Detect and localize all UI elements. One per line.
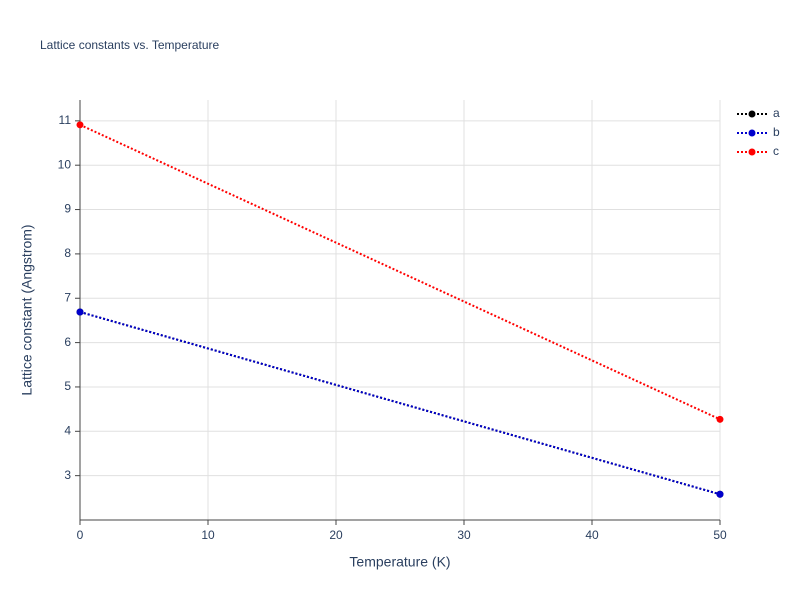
x-tick-label: 50	[713, 528, 727, 542]
y-tick-label: 7	[64, 290, 71, 304]
legend-label: b	[773, 125, 780, 139]
x-tick-label: 0	[77, 528, 84, 542]
series-line	[79, 311, 721, 496]
y-tick-label: 8	[64, 246, 71, 260]
legend-marker	[748, 148, 756, 156]
point	[716, 415, 724, 423]
point	[76, 121, 84, 129]
y-tick-label: 6	[64, 335, 71, 349]
series-line	[79, 123, 721, 421]
y-tick-label: 11	[59, 113, 72, 127]
x-tick-label: 30	[457, 528, 471, 542]
legend-label: c	[773, 144, 779, 158]
y-tick-label: 5	[64, 379, 71, 393]
x-axis-label: Temperature (K)	[349, 554, 450, 570]
x-tick-label: 10	[201, 528, 215, 542]
x-tick-label: 20	[329, 528, 343, 542]
y-tick-label: 10	[58, 157, 72, 171]
legend-label: a	[773, 106, 780, 120]
point	[716, 490, 724, 498]
y-tick-label: 3	[64, 468, 71, 482]
x-tick-label: 40	[585, 528, 599, 542]
legend-marker	[748, 110, 756, 118]
y-axis-label: Lattice constant (Angstrom)	[19, 224, 35, 395]
chart-title: Lattice constants vs. Temperature	[40, 38, 220, 52]
y-tick-label: 4	[64, 423, 71, 437]
point	[76, 308, 84, 316]
legend-marker	[748, 129, 756, 137]
y-tick-label: 9	[64, 202, 71, 216]
